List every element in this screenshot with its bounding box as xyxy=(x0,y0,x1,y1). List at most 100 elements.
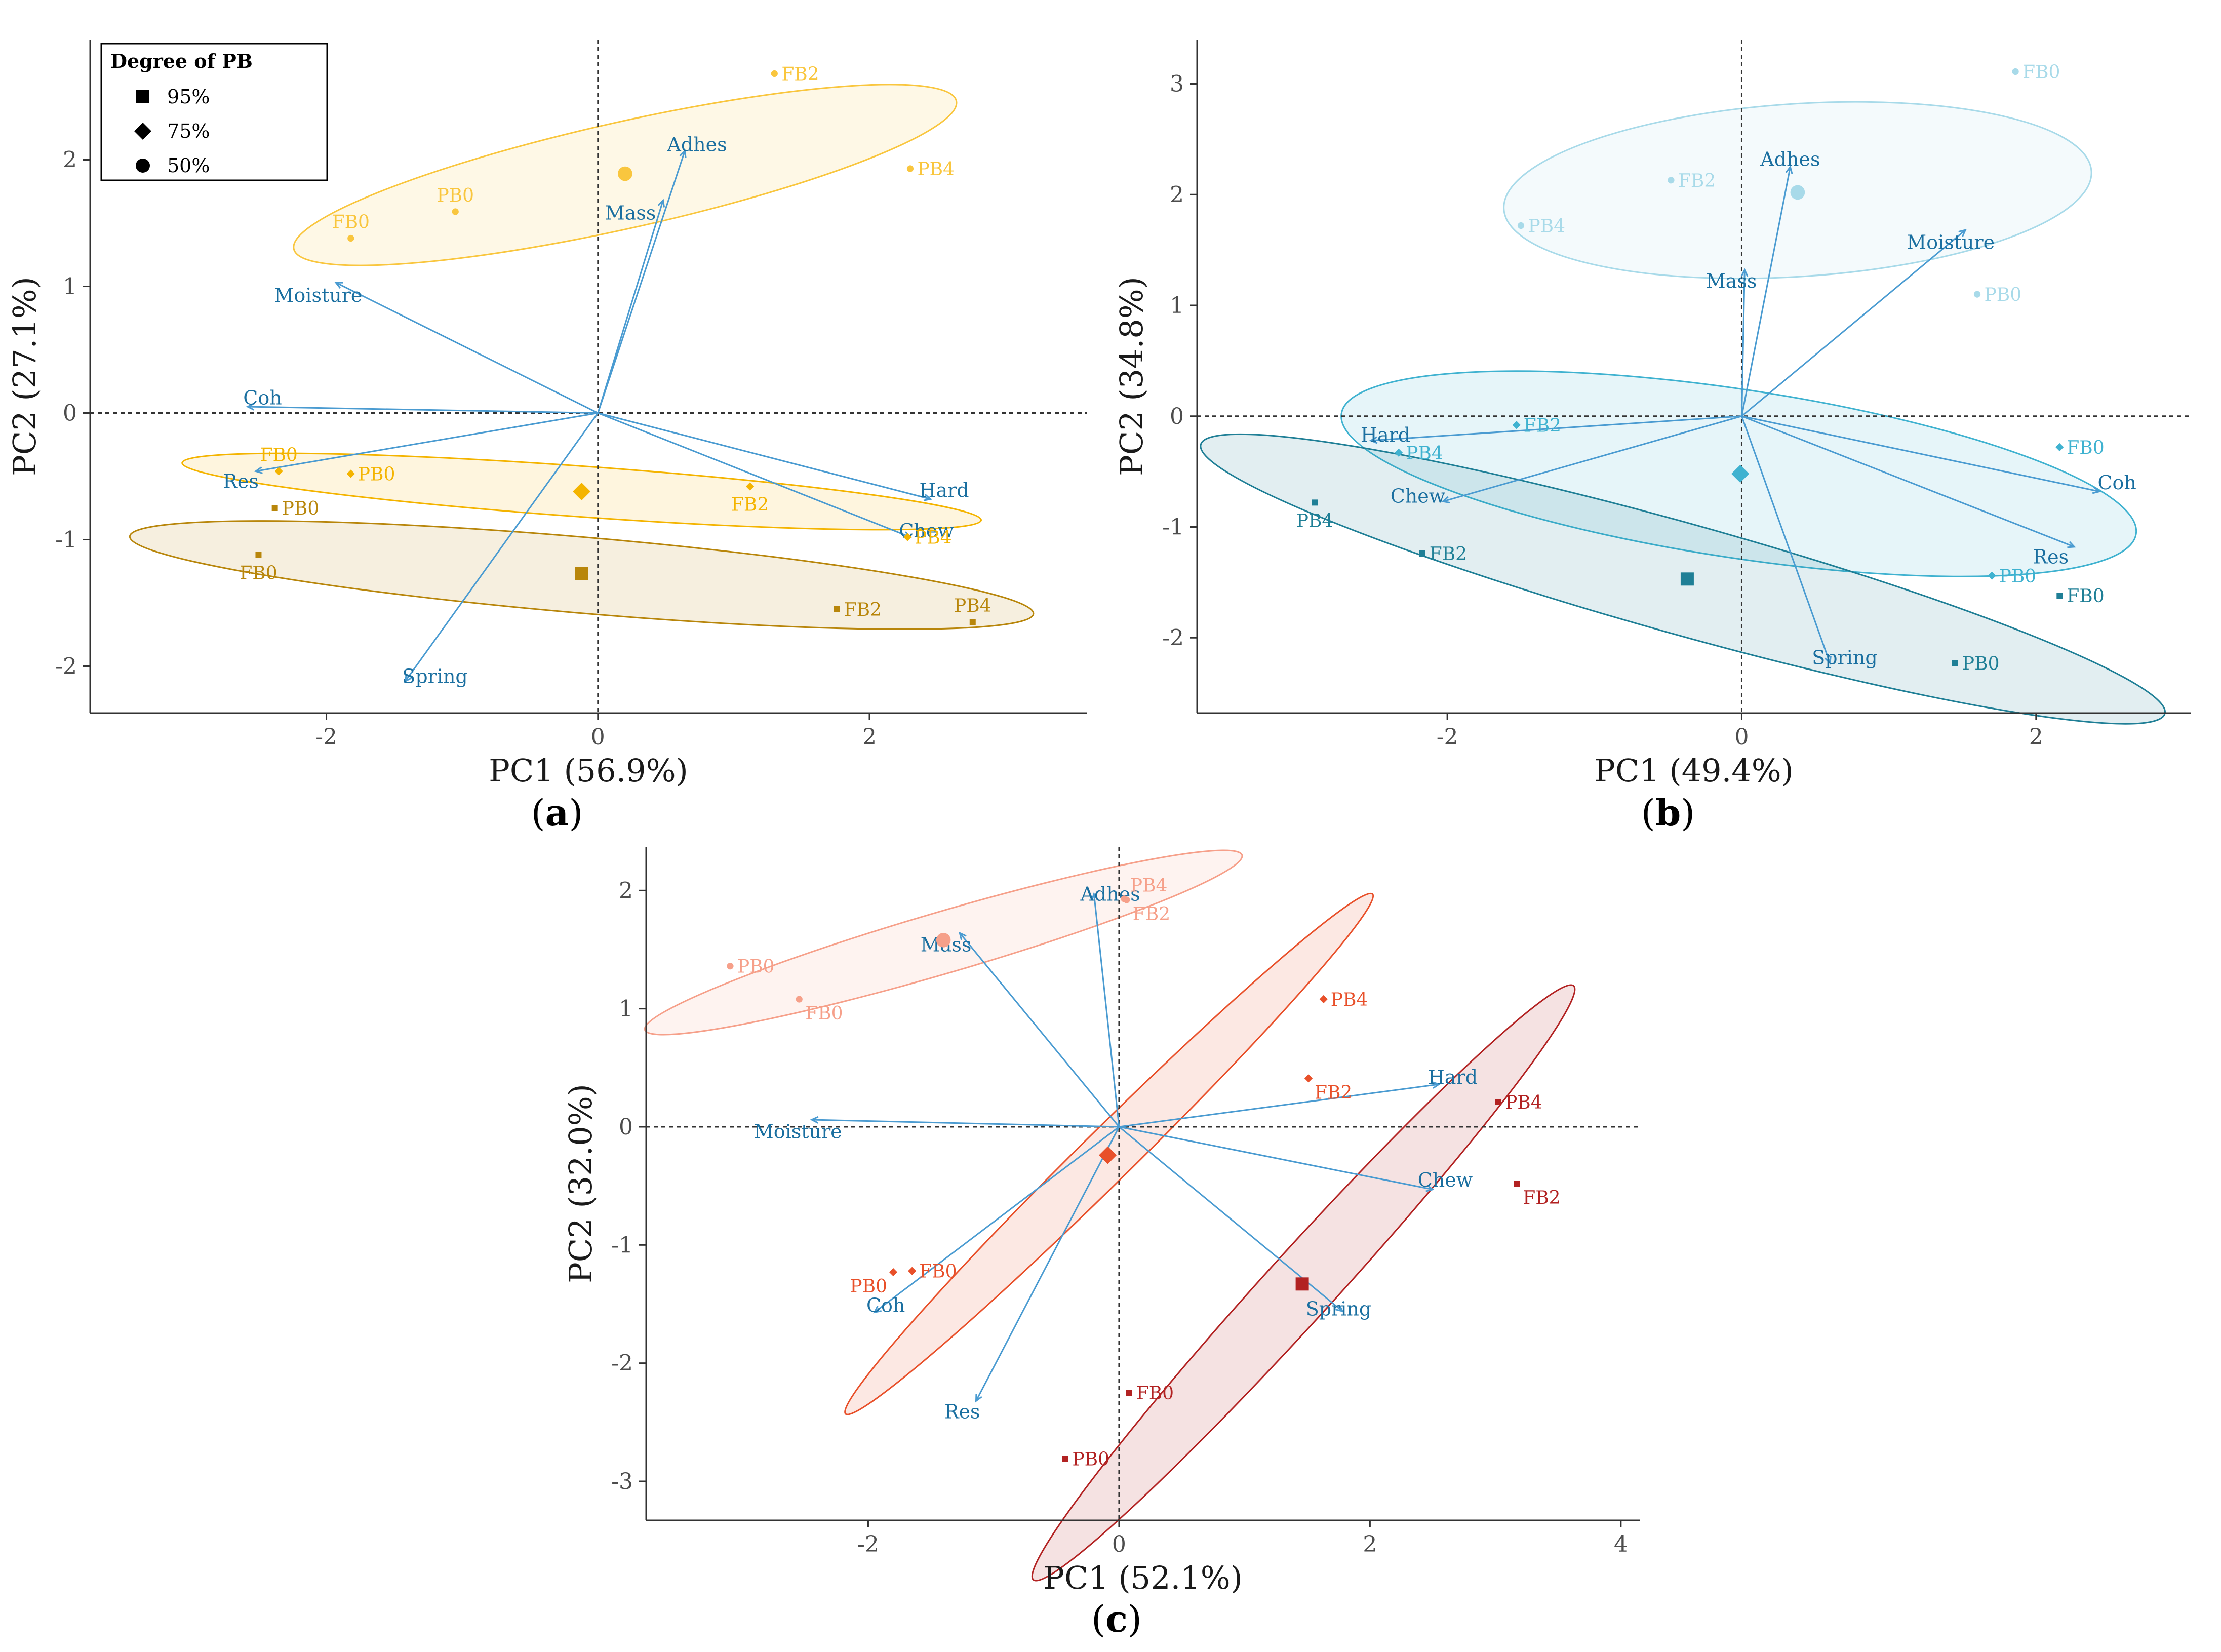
loading-label: Hard xyxy=(1428,1066,1478,1088)
point-label: FB2 xyxy=(1678,171,1716,191)
point-label: PB0 xyxy=(1999,566,2037,587)
loading-label: Spring xyxy=(1812,647,1877,669)
loading-arrow xyxy=(1741,415,2100,492)
loading-arrow xyxy=(811,1119,1119,1128)
legend-box xyxy=(100,43,328,181)
loading-arrowhead xyxy=(657,199,665,208)
point-label: FB2 xyxy=(1315,1082,1352,1103)
y-tick-label: 0 xyxy=(63,401,77,426)
group-centroid xyxy=(1790,185,1805,200)
y-axis-title: PC2 (32.0%) xyxy=(562,1084,599,1283)
loading-label: Coh xyxy=(243,387,282,409)
point-label: FB0 xyxy=(805,1003,843,1024)
point-label: FB0 xyxy=(2067,586,2104,607)
point-label: PB0 xyxy=(358,464,395,485)
loading-label: Coh xyxy=(2097,471,2136,494)
group-centroid xyxy=(1295,1277,1309,1291)
x-tick-label: 4 xyxy=(1614,1531,1628,1557)
point-label: PB4 xyxy=(915,528,952,548)
data-point xyxy=(796,996,803,1003)
legend-diamond-icon xyxy=(134,123,151,140)
point-label: FB0 xyxy=(332,212,370,233)
loading-label: Adhes xyxy=(1760,148,1820,170)
panel-c: -2 0 2 4 -3 -2 -1 0 1 2 PC1 (52.1%) PC2 (32.0%) Adhe… xyxy=(562,847,1640,1640)
point-label: PB0 xyxy=(437,185,474,206)
x-tick-label: 2 xyxy=(862,724,877,750)
data-point xyxy=(274,467,283,476)
point-label: PB4 xyxy=(1406,443,1443,464)
caption-letter: b xyxy=(1655,791,1681,834)
caption-letter: a xyxy=(545,791,569,834)
data-point xyxy=(889,1268,898,1277)
group-centroid xyxy=(936,933,951,948)
x-tick-label: 2 xyxy=(1363,1531,1377,1557)
point-label: FB0 xyxy=(2067,438,2104,458)
loading-arrowhead xyxy=(1091,892,1099,901)
y-axis-title: PC2 (27.1%) xyxy=(6,277,43,476)
loading-arrowhead xyxy=(1441,496,1450,504)
y-tick-label: -2 xyxy=(611,1351,633,1376)
loading-arrowhead xyxy=(1958,229,1967,237)
point-label: FB2 xyxy=(844,600,882,620)
data-point xyxy=(1973,291,1981,298)
loading-arrowhead xyxy=(1824,656,1832,665)
point-label: PB4 xyxy=(1528,216,1565,237)
y-tick-label: 2 xyxy=(1170,182,1184,208)
data-point xyxy=(2056,593,2063,599)
loading-arrow xyxy=(598,412,931,500)
data-point xyxy=(745,482,755,491)
loading-arrow xyxy=(597,150,686,413)
loading-arrowhead xyxy=(923,494,933,501)
legend-square-icon xyxy=(136,90,149,103)
x-tick-label: -2 xyxy=(857,1531,879,1557)
loading-arrow xyxy=(598,412,910,538)
data-point xyxy=(1495,1099,1501,1105)
loading-arrowhead xyxy=(2092,486,2101,494)
point-label: FB2 xyxy=(781,64,819,85)
point-label: FB0 xyxy=(919,1262,957,1282)
data-point xyxy=(1123,896,1130,903)
loading-arrowhead xyxy=(246,403,255,411)
loading-label: Adhes xyxy=(1080,883,1140,905)
data-point xyxy=(1319,995,1328,1004)
loading-label: Mass xyxy=(1706,270,1757,292)
loading-label: Spring xyxy=(402,665,467,688)
loading-label: Hard xyxy=(919,479,969,501)
loading-arrow xyxy=(1119,1126,1433,1191)
loading-arrow xyxy=(1740,167,1791,417)
x-tick-label: 2 xyxy=(2029,724,2043,750)
loading-arrow xyxy=(1118,1126,1343,1312)
caption-paren-close: ) xyxy=(1128,1598,1142,1640)
group-centroid xyxy=(1680,572,1694,586)
point-label: PB0 xyxy=(282,498,320,519)
loading-arrowhead xyxy=(1335,1304,1344,1313)
legend-entry-label: 50% xyxy=(167,154,210,177)
group-centroid xyxy=(1099,1146,1117,1164)
loading-label: Moisture xyxy=(1907,231,1995,253)
loading-arrow xyxy=(975,1126,1120,1402)
group-centroid xyxy=(1731,464,1750,483)
loading-arrowhead xyxy=(975,1394,982,1403)
caption-paren-open: ( xyxy=(1641,792,1655,834)
loading-label: Chew xyxy=(1391,485,1446,507)
y-tick-label: 1 xyxy=(63,274,77,300)
point-label: FB2 xyxy=(1133,904,1170,925)
loading-arrowhead xyxy=(873,1306,882,1314)
point-label: FB2 xyxy=(1523,1188,1560,1208)
data-point xyxy=(1988,571,1996,580)
data-point xyxy=(346,469,355,478)
y-tick-label: 2 xyxy=(63,147,77,173)
y-tick-label: -2 xyxy=(55,654,77,680)
y-tick-label: -3 xyxy=(611,1469,633,1494)
x-axis-title: PC1 (56.9%) xyxy=(489,752,688,789)
x-axis-title: PC1 (49.4%) xyxy=(1594,752,1794,789)
point-label: PB0 xyxy=(850,1276,887,1297)
loading-arrow xyxy=(255,412,599,472)
loading-arrowhead xyxy=(959,931,967,940)
point-label: PB0 xyxy=(1072,1449,1109,1470)
loading-arrow xyxy=(597,200,664,413)
point-label: FB0 xyxy=(1136,1383,1174,1404)
data-point xyxy=(969,619,976,625)
loading-label: Res xyxy=(944,1400,980,1423)
group-centroid xyxy=(573,482,591,501)
